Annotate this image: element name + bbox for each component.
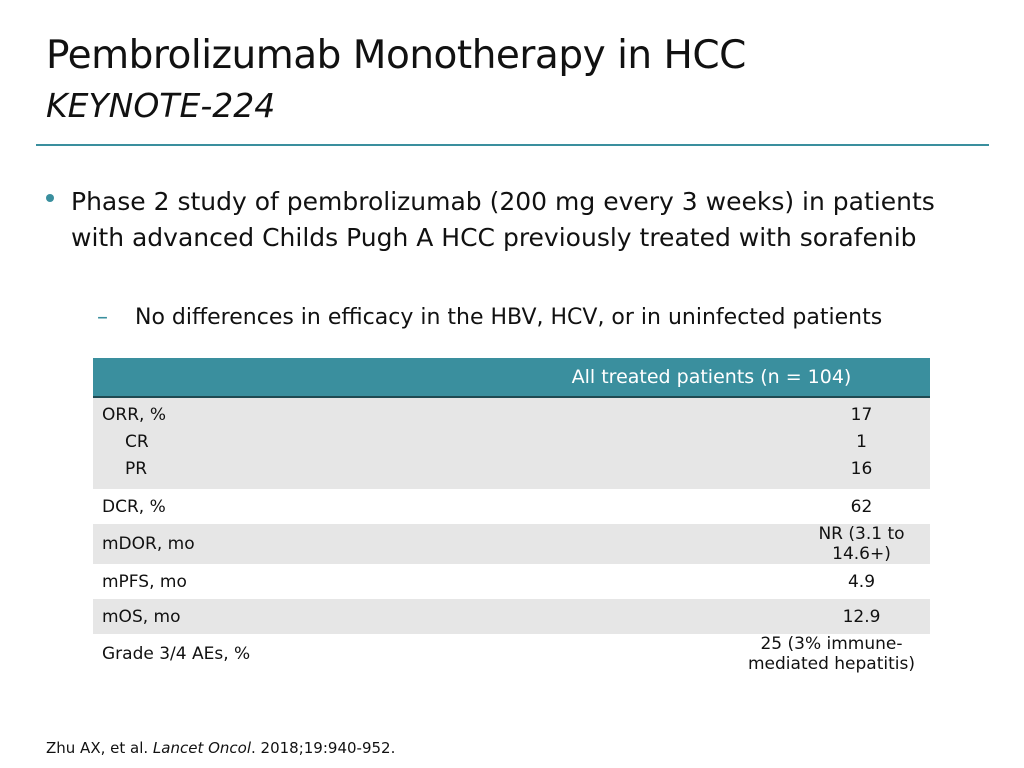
table-row: mOS, mo 12.9	[93, 599, 930, 634]
slide-title: Pembrolizumab Monotherapy in HCC	[46, 33, 746, 78]
row-value: 62	[850, 496, 873, 517]
sub-bullet-text: No differences in efficacy in the HBV, H…	[135, 305, 883, 330]
dash-icon: –	[97, 305, 108, 330]
row-label: CR	[125, 432, 149, 452]
row-value: 12.9	[842, 606, 881, 627]
row-value: 16	[850, 459, 873, 479]
table-row: DCR, % 62	[93, 489, 930, 524]
orr-value-cell: 17 1 16	[493, 397, 930, 489]
column-header: All treated patients (n = 104)	[493, 358, 930, 398]
bullet-item: Phase 2 study of pembrolizumab (200 mg e…	[46, 184, 946, 256]
row-label: mPFS, mo	[102, 571, 187, 592]
row-label: PR	[125, 459, 148, 479]
citation-journal: Lancet Oncol	[152, 739, 251, 757]
citation-authors: Zhu AX, et al.	[46, 739, 153, 757]
table-row: Grade 3/4 AEs, % 25 (3% immune-mediated …	[93, 634, 930, 674]
table-header-row: All treated patients (n = 104)	[93, 358, 930, 398]
table-row-orr: ORR, % CR PR 17 1 16	[93, 397, 930, 489]
sub-bullet-item: – No differences in efficacy in the HBV, …	[97, 302, 977, 334]
row-value: 4.9	[847, 571, 876, 592]
citation: Zhu AX, et al. Lancet Oncol. 2018;19:940…	[46, 738, 395, 758]
row-value: 25 (3% immune-mediated hepatitis)	[748, 634, 915, 674]
table-row: mPFS, mo 4.9	[93, 564, 930, 599]
header-empty-cell	[93, 358, 493, 398]
table-row: mDOR, mo NR (3.1 to 14.6+)	[93, 524, 930, 564]
row-label: mOS, mo	[102, 606, 181, 627]
row-value: 17	[850, 405, 873, 425]
title-divider	[36, 144, 989, 146]
bullet-text: Phase 2 study of pembrolizumab (200 mg e…	[71, 187, 935, 252]
orr-label-cell: ORR, % CR PR	[93, 397, 493, 489]
bullet-dot-icon	[46, 194, 54, 202]
row-value: 1	[856, 432, 867, 452]
slide-subtitle: KEYNOTE-224	[46, 86, 276, 125]
row-label: ORR, %	[102, 405, 166, 425]
results-table: All treated patients (n = 104) ORR, % CR…	[93, 358, 930, 674]
citation-details: . 2018;19:940-952.	[251, 739, 396, 757]
row-value: NR (3.1 to 14.6+)	[818, 524, 905, 564]
row-label: DCR, %	[102, 496, 166, 517]
row-label: mDOR, mo	[102, 534, 195, 554]
row-label: Grade 3/4 AEs, %	[102, 644, 251, 664]
